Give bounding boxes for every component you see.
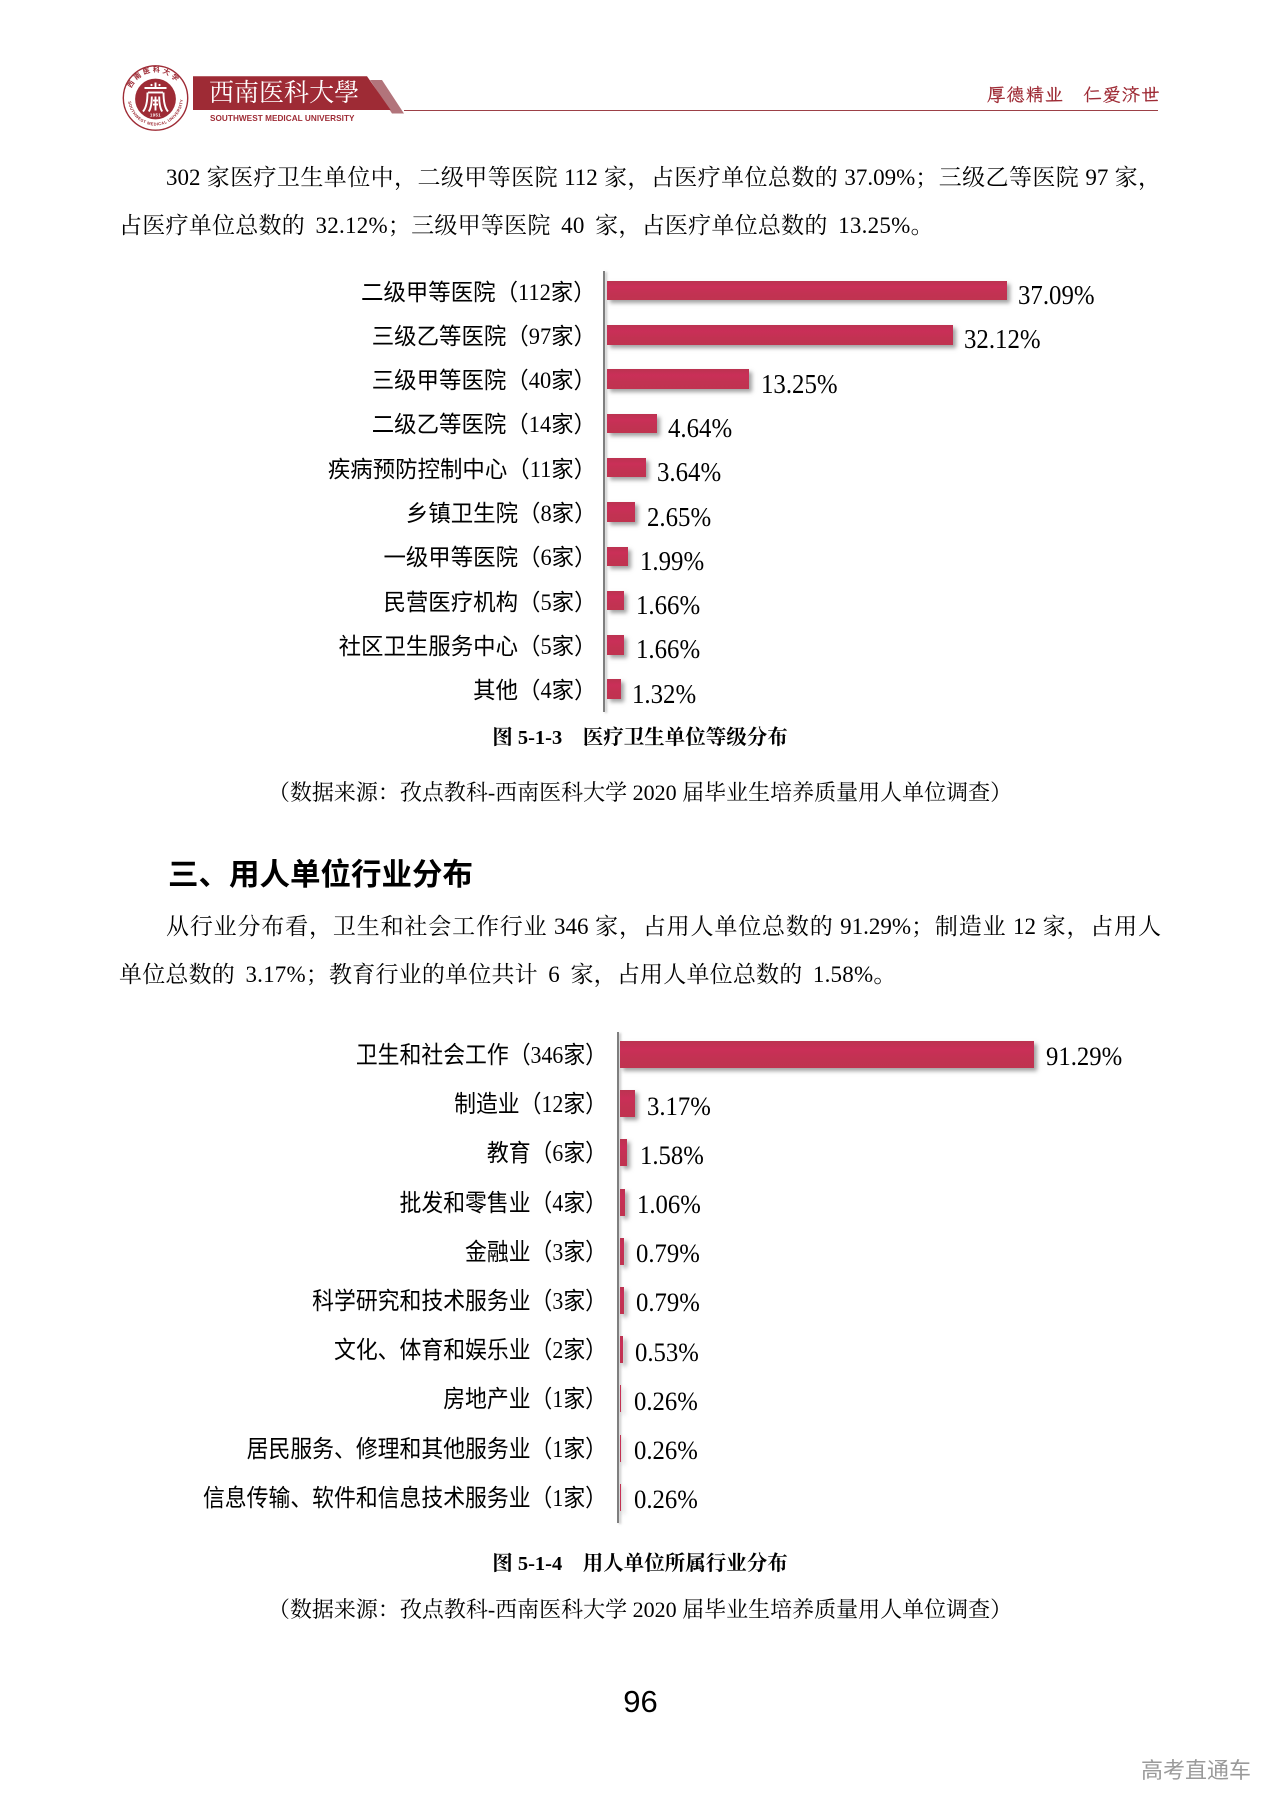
svg-text:1951: 1951 [150, 113, 161, 118]
